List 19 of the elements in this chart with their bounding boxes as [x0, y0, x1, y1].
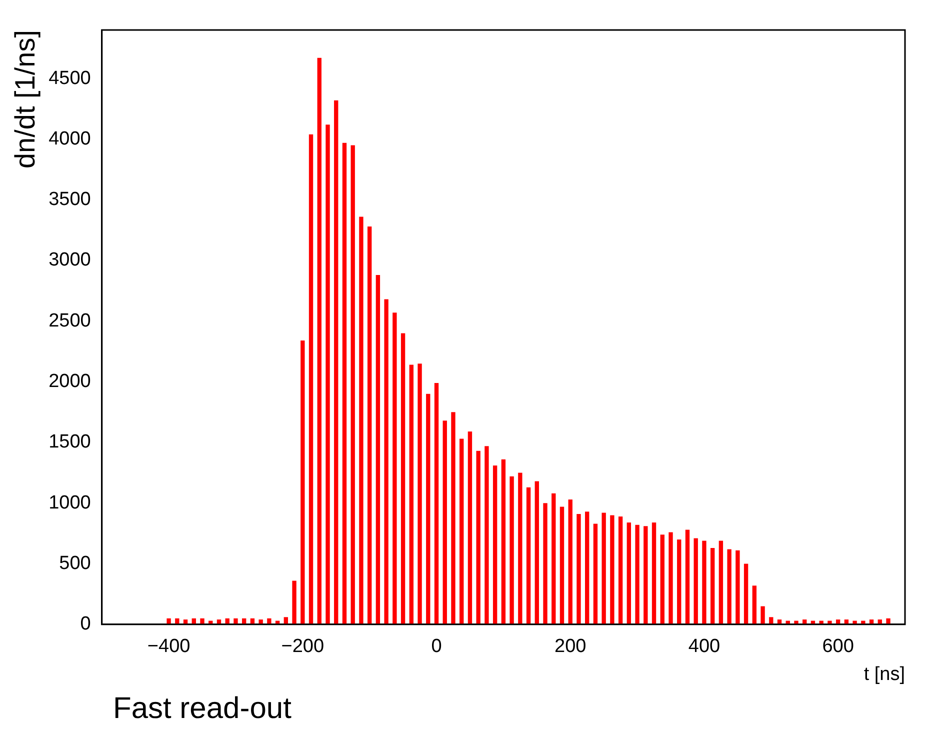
x-tick-label: −400: [147, 636, 190, 658]
y-tick-label: 500: [59, 552, 91, 574]
x-tick-label: −200: [281, 636, 324, 658]
x-tick-label: 400: [688, 636, 720, 658]
y-tick-label: 1500: [48, 432, 91, 453]
y-tick-label: 4000: [48, 128, 91, 150]
x-tick-label: 600: [822, 636, 854, 658]
text: Fast read-out: [113, 692, 292, 726]
y-tick-label: 2500: [48, 310, 91, 332]
y-tick-label: 3000: [48, 250, 91, 271]
y-tick-label: 1000: [48, 492, 91, 514]
x-tick-label: 200: [554, 636, 586, 658]
x-axis-title: t [ns]: [864, 664, 905, 685]
y-axis-title: dn/dt [1/ns]: [10, 30, 41, 169]
y-tick-label: 3500: [48, 189, 91, 210]
x-tick-label: 0: [431, 636, 442, 658]
y-tick-label: 2000: [48, 371, 91, 392]
y-tick-label: 0: [80, 614, 91, 635]
y-tick-label: 4500: [48, 68, 91, 89]
